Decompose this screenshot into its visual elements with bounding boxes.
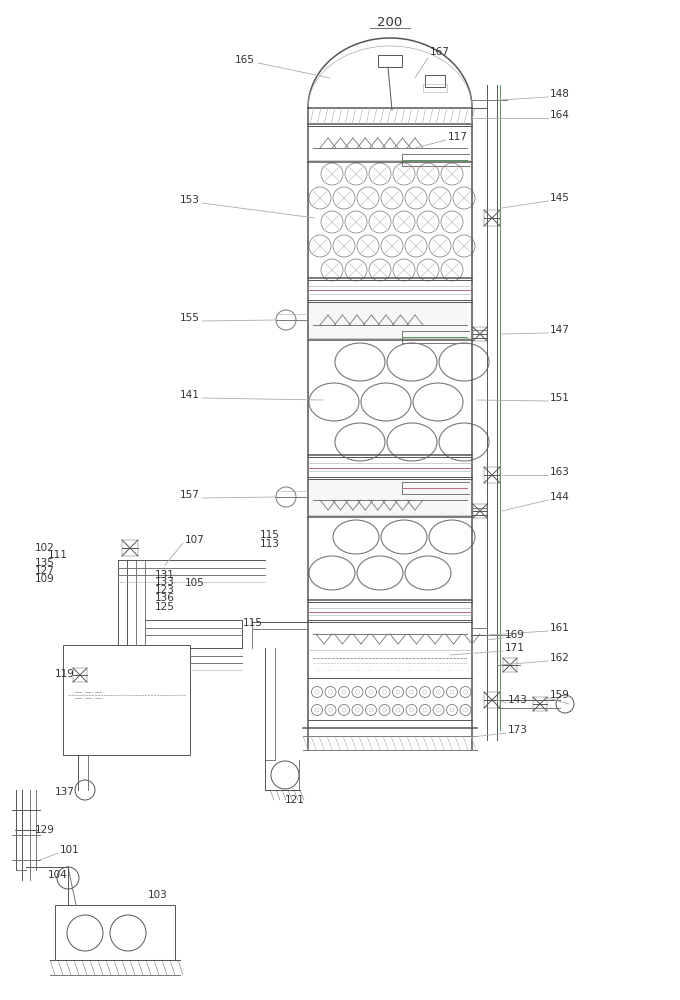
Bar [533, 697, 547, 711]
Text: 117: 117 [448, 132, 468, 142]
Text: 148: 148 [550, 89, 570, 99]
Text: 123: 123 [155, 585, 175, 595]
Text: 115: 115 [243, 618, 263, 628]
Text: 165: 165 [235, 55, 255, 65]
Text: 102: 102 [35, 543, 55, 553]
Text: 107: 107 [185, 535, 205, 545]
Text: 127: 127 [35, 566, 55, 576]
Text: 162: 162 [550, 653, 570, 663]
Bar [122, 540, 138, 556]
Text: 145: 145 [550, 193, 570, 203]
Text: 161: 161 [550, 623, 570, 633]
Text: 125: 125 [155, 602, 175, 612]
Text: 144: 144 [550, 492, 570, 502]
Text: 163: 163 [550, 467, 570, 477]
Bar [484, 692, 500, 708]
Text: 131: 131 [155, 570, 175, 580]
Text: 129: 129 [35, 825, 55, 835]
Text: 143: 143 [508, 695, 528, 705]
Text: 111: 111 [48, 550, 68, 560]
Text: 113: 113 [260, 539, 280, 549]
Text: 157: 157 [180, 490, 200, 500]
Text: 121: 121 [285, 795, 305, 805]
Text: 105: 105 [185, 578, 205, 588]
Bar [484, 467, 500, 483]
Text: 153: 153 [180, 195, 200, 205]
Text: 136: 136 [155, 593, 175, 603]
Text: 141: 141 [180, 390, 200, 400]
Text: 135: 135 [35, 558, 55, 568]
Bar [484, 210, 500, 226]
Text: 171: 171 [505, 643, 525, 653]
Text: 151: 151 [550, 393, 570, 403]
Text: 159: 159 [550, 690, 570, 700]
Text: 104: 104 [48, 870, 68, 880]
Text: 109: 109 [35, 574, 55, 584]
Text: 169: 169 [505, 630, 525, 640]
Bar [503, 658, 517, 672]
Text: 137: 137 [55, 787, 75, 797]
Text: 133: 133 [155, 577, 175, 587]
Bar [63, 645, 190, 755]
Bar [378, 55, 402, 67]
Bar [473, 504, 487, 518]
Text: 101: 101 [60, 845, 80, 855]
Bar [473, 327, 487, 341]
Text: 119: 119 [55, 669, 75, 679]
Text: 164: 164 [550, 110, 570, 120]
Text: 155: 155 [180, 313, 200, 323]
Text: 115: 115 [260, 530, 280, 540]
Text: 173: 173 [508, 725, 528, 735]
Bar [425, 75, 445, 87]
Text: 167: 167 [430, 47, 450, 57]
Bar [55, 905, 175, 960]
Text: 200: 200 [377, 15, 403, 28]
Text: 103: 103 [148, 890, 168, 900]
Text: 147: 147 [550, 325, 570, 335]
Bar [73, 668, 87, 682]
Bar [423, 84, 447, 92]
